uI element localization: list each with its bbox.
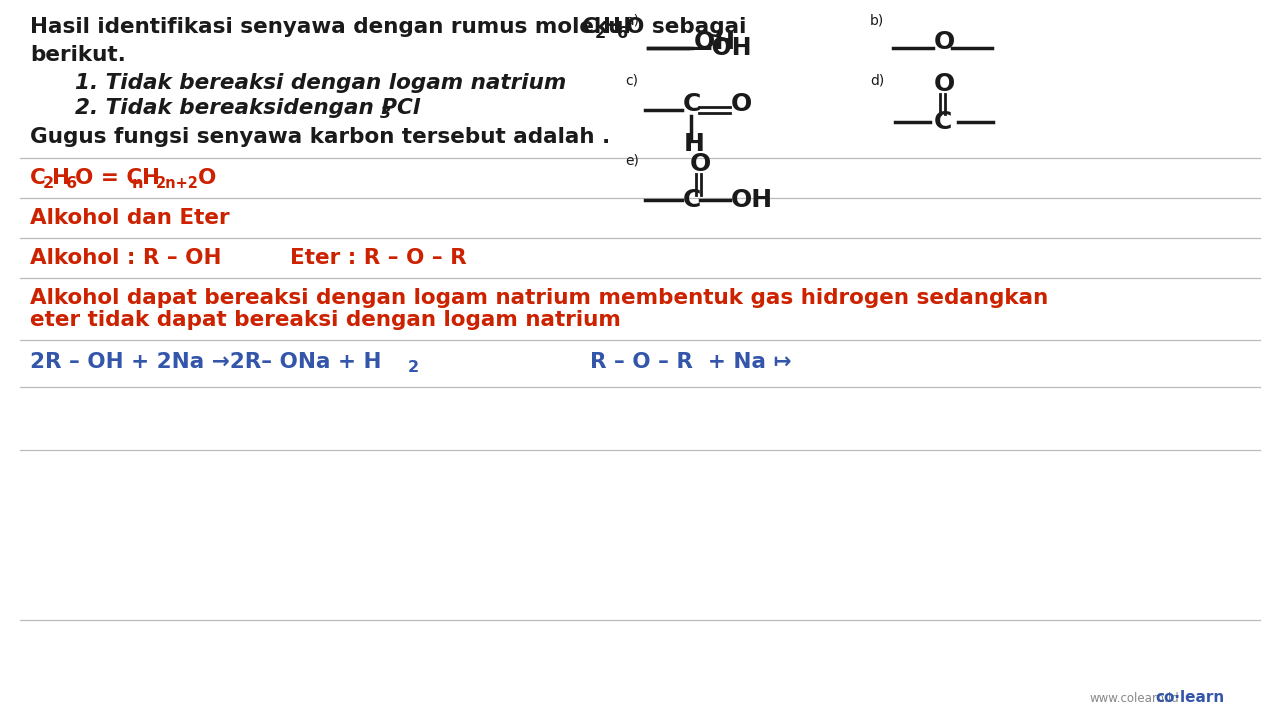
Text: O: O [198,168,216,188]
Text: co·learn: co·learn [1155,690,1224,706]
Text: O: O [934,30,955,54]
Text: Alkohol dapat bereaksi dengan logam natrium membentuk gas hidrogen sedangkan: Alkohol dapat bereaksi dengan logam natr… [29,288,1048,308]
Text: 2n+2: 2n+2 [156,176,198,192]
Text: H: H [52,168,70,188]
Text: 1. Tidak bereaksi dengan logam natrium: 1. Tidak bereaksi dengan logam natrium [76,73,566,93]
Text: —OH: —OH [689,36,753,60]
Text: Alkohol : R – OH: Alkohol : R – OH [29,248,221,268]
Text: n: n [132,176,143,192]
Text: OH: OH [731,188,773,212]
Text: c): c) [625,73,637,87]
Text: 6: 6 [617,25,628,40]
Text: O sebagai: O sebagai [626,17,746,37]
Text: Alkohol dan Eter: Alkohol dan Eter [29,208,229,228]
Text: 2: 2 [408,361,419,376]
Text: 3: 3 [380,107,392,122]
Text: O: O [731,92,753,116]
Text: Hasil identifikasi senyawa dengan rumus molekul: Hasil identifikasi senyawa dengan rumus … [29,17,639,37]
Text: O: O [690,152,712,176]
Text: 2: 2 [44,176,54,192]
Text: C: C [29,168,46,188]
Text: 6: 6 [67,176,77,192]
Text: C: C [684,188,701,212]
Text: H: H [603,17,621,37]
Text: Eter : R – O – R: Eter : R – O – R [291,248,467,268]
Text: O = C: O = C [76,168,142,188]
Text: C: C [684,92,701,116]
Text: b): b) [870,13,884,27]
Text: eter tidak dapat bereaksi dengan logam natrium: eter tidak dapat bereaksi dengan logam n… [29,310,621,330]
Text: OH: OH [694,30,736,54]
Text: O: O [934,72,955,96]
Text: a): a) [625,13,639,27]
Text: R – O – R  + Na ↦: R – O – R + Na ↦ [590,352,791,372]
Text: d): d) [870,73,884,87]
Text: 2R – OH + 2Na →2R– ONa + H: 2R – OH + 2Na →2R– ONa + H [29,352,381,372]
Text: 2: 2 [595,25,607,40]
Text: berikut.: berikut. [29,45,125,65]
Text: C: C [934,110,952,134]
Text: C: C [582,17,598,37]
Text: www.colearn.id: www.colearn.id [1091,691,1180,704]
Text: H: H [142,168,160,188]
Text: 2. Tidak bereaksidengan PCl: 2. Tidak bereaksidengan PCl [76,98,420,118]
Text: H: H [684,132,705,156]
Text: Gugus fungsi senyawa karbon tersebut adalah .: Gugus fungsi senyawa karbon tersebut ada… [29,127,611,147]
Text: e): e) [625,153,639,167]
